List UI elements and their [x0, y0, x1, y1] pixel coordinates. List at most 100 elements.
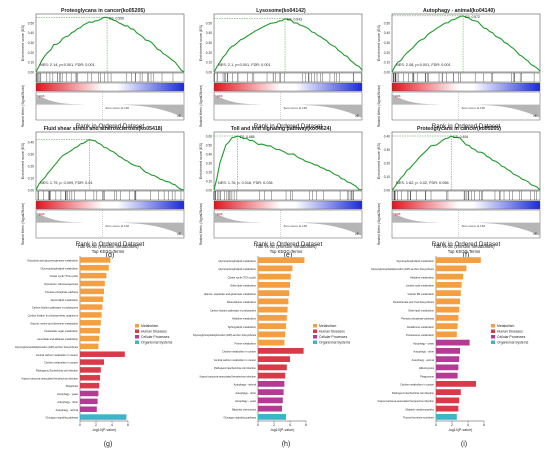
bar	[80, 375, 100, 381]
bar	[436, 347, 460, 354]
bar	[436, 356, 460, 363]
gsea-title: Proteoglycans in cancer(ko05205)	[417, 126, 501, 132]
bar	[80, 272, 107, 279]
es-ytick-label: 0.30	[384, 148, 390, 152]
gsea-xlabel: Rank in Ordered Dataset	[432, 123, 501, 130]
zero-score-label: Zero score at 166	[106, 224, 130, 228]
bar-xtick-label: 6	[483, 423, 485, 427]
legend-swatch	[491, 329, 495, 333]
es-ytick-label: 0.40	[206, 31, 212, 35]
end-label: zE	[177, 232, 181, 236]
es-ytick-label: 0.30	[28, 41, 34, 45]
gsea-xlabel: Rank in Ordered Dataset	[76, 241, 145, 248]
es-ytick-label: 0.00	[28, 189, 34, 193]
legend-label: Cellular Processes	[141, 335, 170, 339]
hit-band	[35, 190, 185, 201]
es-ylabel: Enrichment score (ES)	[21, 25, 25, 61]
bar-category-label: Bacterial chemotaxis	[232, 407, 257, 411]
bar	[436, 323, 458, 330]
pos-label: pos	[217, 212, 223, 216]
hit-band	[35, 72, 185, 83]
es-plot-frame	[213, 13, 363, 73]
bar-xtick-label: 2	[273, 423, 275, 427]
gsea-stats: NES: 1.79, p: 0.009, FDR: 0.01	[40, 181, 93, 185]
es-ytick-label: 0.10	[206, 180, 212, 184]
bar-category-label: Proteasome metabolism	[406, 333, 434, 337]
bar-category-label: Kaposi sarcoma-associated herpesvirus in…	[22, 376, 79, 380]
bar-category-label: Kaposi sarcoma-associated herpesvirus in…	[378, 399, 435, 403]
gsea-panel: Autophagy - animal(ko04140) 0.50 0.40 0.30 0…	[377, 8, 541, 141]
bar-xtick-label: 6	[305, 423, 307, 427]
bar-category-label: Carbon fixation in photosynthetic organi…	[28, 314, 79, 318]
gsea-stats: NES: 1.62, p: 0.02, FDR: 0.056	[396, 181, 449, 185]
legend-label: Metabolism	[319, 324, 337, 328]
bar-category-label: Glycerophospholipid metabolism	[219, 259, 256, 263]
bar-xtick-label: 4	[467, 423, 469, 427]
zero-score-label: Zero score at 166	[284, 224, 308, 228]
gsea-stats: NES: 2.08, p<0.001, FDR: 0.001	[396, 63, 451, 67]
rank-ylabel: Ranked Metric (Signal2Noise)	[377, 85, 381, 127]
es-ytick-label: 0.20	[206, 171, 212, 175]
bar-category-label: Autophagy - animal	[412, 358, 435, 362]
es-ytick-label: 0.20	[28, 51, 34, 55]
bar-category-label: Carbon fixation pathways in prokaryotes	[210, 308, 257, 312]
bar	[258, 372, 286, 379]
bar-category-label: Glycosylphosphatidylinositol (GPI)-ancho…	[15, 345, 79, 349]
es-ytick-label: 0.10	[384, 61, 390, 65]
kegg-bar-panel: TdE-vs-zE (immune metabolites)Top KEGG T…	[15, 244, 173, 448]
es-ytick-label: 0.00	[206, 189, 212, 193]
bar	[436, 273, 464, 280]
es-ylabel: Enrichment score (ES)	[377, 143, 381, 179]
bar	[80, 406, 97, 412]
es-ytick-label: 0.40	[384, 31, 390, 35]
bar-subtitle: Top KEGG Terms	[448, 249, 481, 254]
bar-category-label: Autophagy - yeast	[57, 392, 78, 396]
gsea-title: Autophagy - animal(ko04140)	[423, 8, 495, 14]
es-ytick-label: 0.00	[28, 71, 34, 75]
bar	[258, 273, 291, 280]
bar-category-label: Glucagon signaling pathway	[224, 416, 257, 420]
bar-category-label: Choline metabolism in cancer	[222, 350, 256, 354]
bar	[436, 339, 470, 346]
es-ytick-label: 0.00	[206, 71, 212, 75]
hit-band	[213, 72, 363, 83]
legend-label: Organismal Systems	[319, 341, 351, 345]
es-ytick-label: 0.20	[28, 165, 34, 169]
bar	[80, 312, 102, 318]
rank-plot-frame	[391, 91, 541, 121]
es-ytick-label: 0.10	[28, 177, 34, 181]
bar-category-label: Pentose phosphate pathway	[45, 290, 78, 294]
rank-metric-area	[36, 94, 184, 118]
legend-label: Human Diseases	[497, 330, 523, 334]
bar	[436, 257, 481, 264]
gsea-xlabel: Rank in Ordered Dataset	[432, 241, 501, 248]
bar	[80, 320, 101, 326]
bar	[258, 323, 286, 330]
gsea-xlabel: Rank in Ordered Dataset	[254, 241, 323, 248]
bar-subtitle: Top KEGG Terms	[92, 249, 125, 254]
es-plot-frame	[35, 13, 185, 73]
legend-swatch	[491, 340, 495, 344]
bar-category-label: Autophagy - yeast	[235, 399, 256, 403]
bar	[436, 413, 457, 420]
bar	[80, 343, 99, 350]
panel-letter: (e)	[284, 252, 293, 259]
rank-metric-area	[214, 94, 362, 118]
bar-category-label: Alanine, aspartate and glutamate metabol…	[204, 292, 256, 296]
bar-category-label: Thyroid hormone synthesis	[403, 416, 435, 420]
rank-ylabel: Ranked Metric (Signal2Noise)	[199, 85, 203, 127]
bar-subtitle: Top KEGG Terms	[270, 249, 303, 254]
es-peak-label: ES: 0.406	[453, 135, 468, 139]
bar	[258, 389, 284, 396]
bar-category-label: Histidine metabolism	[410, 275, 434, 279]
es-curve	[35, 16, 185, 73]
bar-category-label: Central carbon metabolism in cancer	[214, 358, 256, 362]
es-curve	[391, 135, 541, 191]
bar-category-label: Ascorbate and aldarate metabolism	[37, 337, 78, 341]
gsea-panel: Lysosome(ko04142) 0.50 0.40 0.30 0.20 0.10 0.0…	[199, 8, 363, 141]
rank-metric-area	[36, 212, 184, 236]
bar	[436, 331, 457, 338]
rank-ylabel: Ranked Metric (Signal2Noise)	[377, 203, 381, 245]
es-ytick-label: 0.10	[28, 61, 34, 65]
